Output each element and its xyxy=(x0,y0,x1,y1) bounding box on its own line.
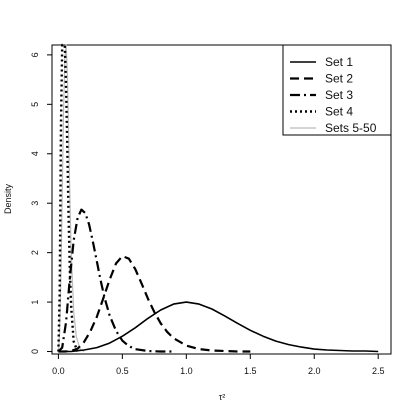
x-tick-label: 1.0 xyxy=(180,366,193,376)
legend-label: Set 3 xyxy=(325,88,353,102)
y-tick-label: 5 xyxy=(30,102,40,107)
y-tick-label: 3 xyxy=(30,201,40,206)
legend-label: Set 1 xyxy=(325,55,353,69)
x-tick-label: 2.5 xyxy=(372,366,385,376)
legend-items: Set 1 Set 2 Set 3 Set 4 Sets 5-50 xyxy=(290,55,377,135)
legend-label: Set 4 xyxy=(325,105,353,119)
series-line-set-2 xyxy=(58,255,251,353)
legend-label: Set 2 xyxy=(325,72,353,86)
y-tick-label: 0 xyxy=(30,349,40,354)
y-tick-label: 4 xyxy=(30,151,40,156)
plot-area-frame xyxy=(51,44,392,355)
series-line-set-1 xyxy=(58,301,379,353)
x-axis: 0.0 0.5 1.0 1.5 2.0 2.5 xyxy=(52,354,384,376)
legend-box xyxy=(282,44,392,136)
x-tick-label: 1.5 xyxy=(244,366,257,376)
x-tick-label: 0.5 xyxy=(116,366,129,376)
y-axis: 0 1 2 3 4 5 6 xyxy=(30,52,52,354)
x-tick-label: 0.0 xyxy=(52,366,65,376)
y-axis-label: Density xyxy=(3,183,13,214)
series-line-set-3 xyxy=(57,208,174,353)
series-layer xyxy=(57,43,379,353)
y-tick-label: 6 xyxy=(30,52,40,57)
x-tick-label: 2.0 xyxy=(308,366,321,376)
series-line-sets-5-50 xyxy=(57,44,85,353)
x-axis-label: τ² xyxy=(219,392,226,402)
y-tick-label: 2 xyxy=(30,250,40,255)
legend-label: Sets 5-50 xyxy=(325,121,377,135)
legend: Set 1 Set 2 Set 3 Set 4 Sets 5-50 xyxy=(282,44,392,136)
series-line-set-4 xyxy=(57,43,79,352)
y-tick-label: 1 xyxy=(30,300,40,305)
